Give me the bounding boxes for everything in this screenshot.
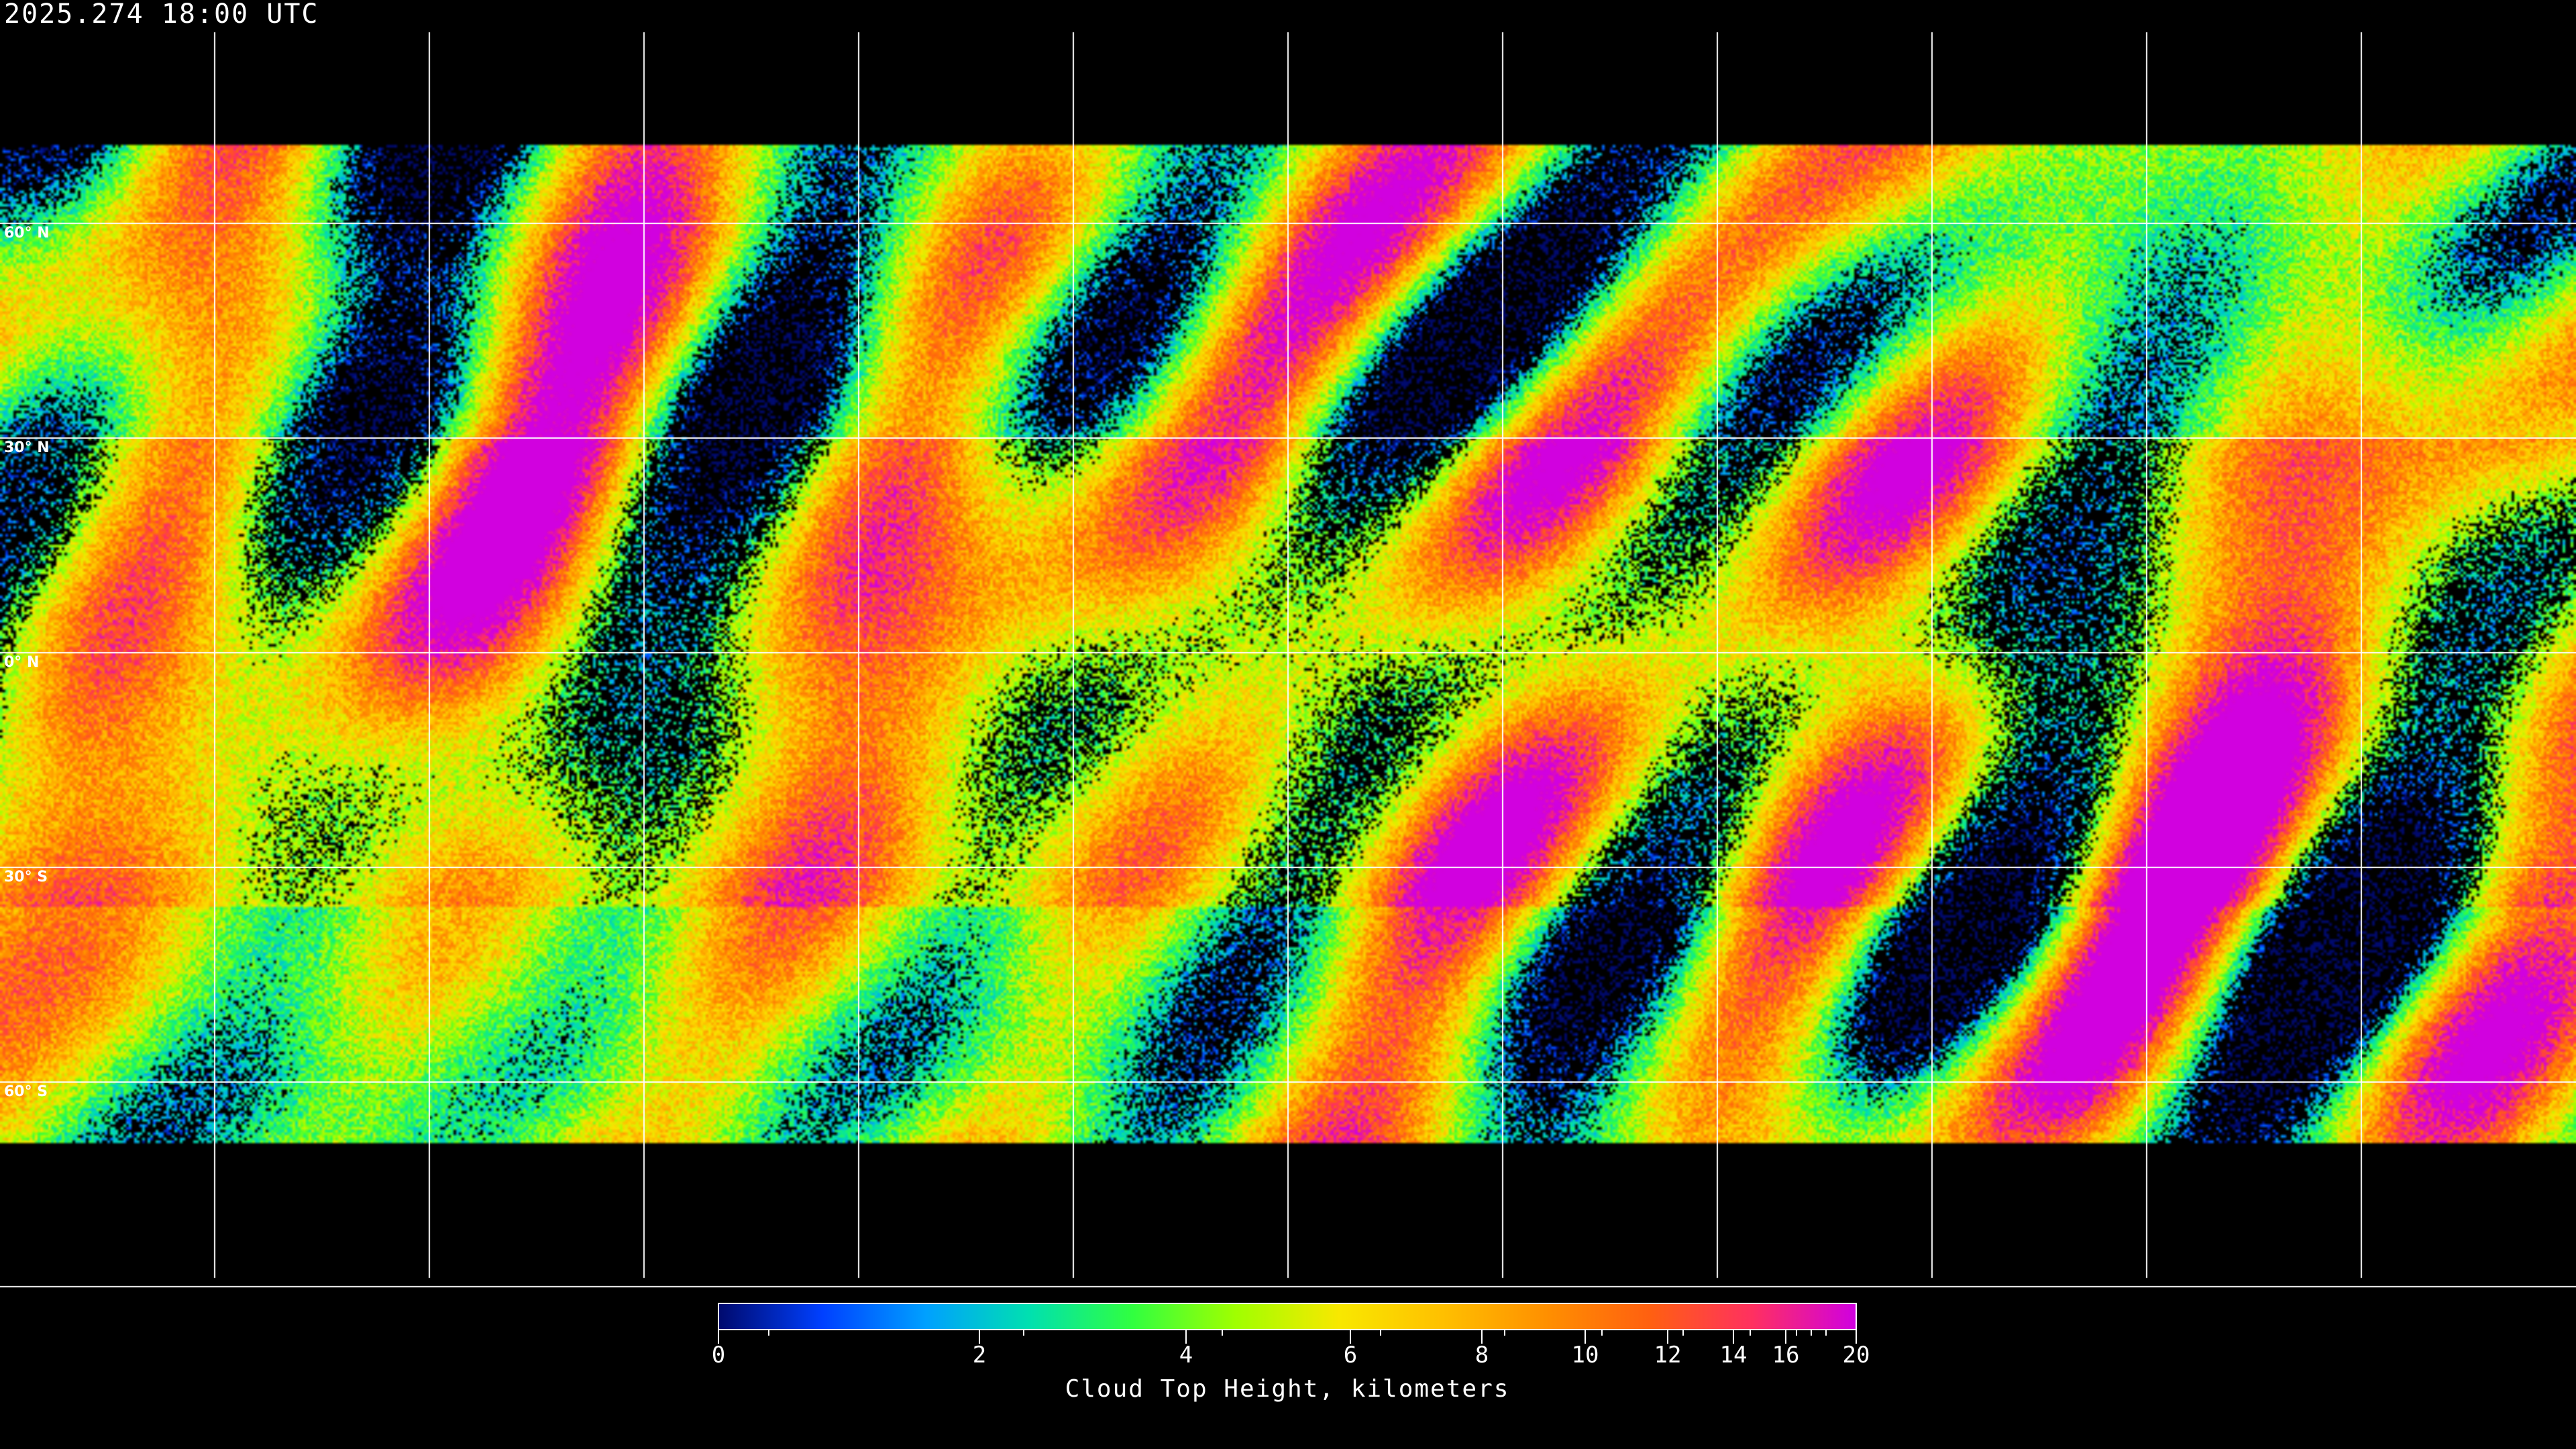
colorbar-minor-tick — [1682, 1330, 1684, 1336]
colorbar-tick-label: 12 — [1654, 1342, 1682, 1368]
colorbar-minor-tick — [1825, 1330, 1827, 1336]
latitude-label: 30° S — [4, 869, 48, 885]
colorbar-major-tick — [979, 1330, 980, 1344]
colorbar-major-tick — [1481, 1330, 1483, 1344]
latitude-label: 60° S — [4, 1083, 48, 1100]
colorbar-minor-tick — [1222, 1330, 1223, 1336]
colorbar-minor-tick — [1380, 1330, 1381, 1336]
colorbar-tick-label: 4 — [1179, 1342, 1193, 1368]
colorbar — [718, 1303, 1857, 1330]
colorbar-minor-tick — [1811, 1330, 1812, 1336]
colorbar-tick-label: 14 — [1719, 1342, 1748, 1368]
colorbar-minor-tick — [1750, 1330, 1751, 1336]
colorbar-tick-label: 2 — [972, 1342, 987, 1368]
colorbar-tick-label: 0 — [711, 1342, 726, 1368]
colorbar-major-tick — [718, 1330, 719, 1344]
colorbar-major-tick — [1667, 1330, 1668, 1344]
colorbar-major-tick — [1733, 1330, 1734, 1344]
colorbar-minor-tick — [1601, 1330, 1603, 1336]
colorbar-major-tick — [1585, 1330, 1586, 1344]
cloud-top-height-map — [0, 0, 2576, 1288]
colorbar-minor-tick — [1796, 1330, 1797, 1336]
colorbar-major-tick — [1785, 1330, 1786, 1344]
colorbar-major-tick — [1185, 1330, 1187, 1344]
colorbar-tick-label: 20 — [1842, 1342, 1870, 1368]
colorbar-minor-tick — [1504, 1330, 1505, 1336]
colorbar-major-tick — [1350, 1330, 1351, 1344]
colorbar-tick-label: 8 — [1474, 1342, 1489, 1368]
latitude-label: 0° N — [4, 654, 40, 671]
latitude-label: 60° N — [4, 225, 50, 241]
colorbar-tick-label: 10 — [1571, 1342, 1599, 1368]
colorbar-major-tick — [1856, 1330, 1857, 1344]
colorbar-label: Cloud Top Height, kilometers — [1065, 1375, 1510, 1403]
latitude-label: 30° N — [4, 439, 50, 456]
colorbar-tick-label: 16 — [1772, 1342, 1800, 1368]
colorbar-tick-label: 6 — [1343, 1342, 1358, 1368]
timestamp-title: 2025.274 18:00 UTC — [4, 0, 319, 30]
colorbar-minor-tick — [768, 1330, 769, 1336]
colorbar-minor-tick — [1023, 1330, 1024, 1336]
